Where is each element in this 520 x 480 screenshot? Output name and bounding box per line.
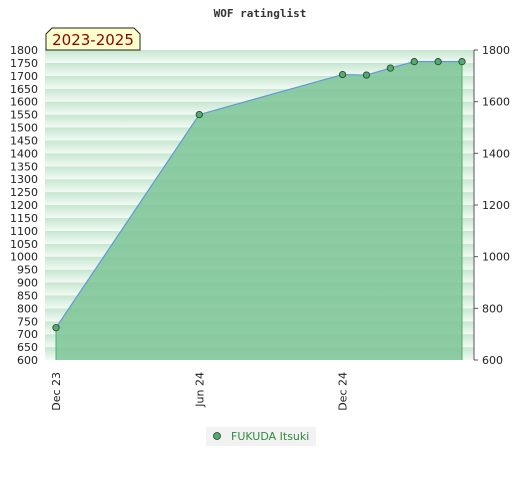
y-tick-label-left: 750 [17, 315, 38, 328]
y-tick-label-left: 1450 [10, 134, 38, 147]
y-tick-label-left: 1400 [10, 147, 38, 160]
y-tick-label-left: 1650 [10, 83, 38, 96]
y-tick-label-left: 1600 [10, 96, 38, 109]
x-tick-label: Jun 24 [193, 372, 206, 408]
period-badge: 2023-2025 [45, 27, 141, 51]
y-tick-label-left: 600 [17, 354, 38, 367]
x-tick-label: Dec 23 [50, 372, 63, 411]
y-tick-label-left: 1050 [10, 238, 38, 251]
series-area [56, 61, 462, 360]
legend-marker [213, 432, 221, 440]
data-point [362, 71, 371, 79]
data-point [386, 64, 394, 72]
y-tick-label-left: 1350 [10, 160, 38, 173]
y-tick-label-right: 1600 [482, 96, 510, 109]
period-badge-label: 2023-2025 [52, 31, 134, 49]
data-point [52, 324, 60, 332]
y-tick-label-right: 1400 [482, 147, 510, 160]
y-tick-label-left: 1750 [10, 57, 38, 70]
y-tick-label-left: 1550 [10, 109, 38, 122]
data-point [434, 58, 442, 66]
y-tick-label-left: 1000 [10, 251, 38, 264]
y-tick-label-left: 1700 [10, 70, 38, 83]
plot-band [45, 50, 474, 63]
y-tick-label-left: 1250 [10, 186, 38, 199]
chart-title: WOF ratinglist [214, 7, 307, 20]
y-tick-label-left: 850 [17, 289, 38, 302]
y-tick-label-left: 1150 [10, 212, 38, 225]
y-tick-label-right: 800 [482, 302, 503, 315]
y-tick-label-left: 1300 [10, 173, 38, 186]
y-tick-label-right: 1000 [482, 251, 510, 264]
data-point [410, 58, 418, 66]
legend-label: FUKUDA Itsuki [231, 430, 309, 443]
y-tick-label-left: 1100 [10, 225, 38, 238]
legend: FUKUDA Itsuki [206, 427, 316, 446]
y-tick-label-right: 1800 [482, 44, 510, 57]
y-tick-label-right: 1200 [482, 199, 510, 212]
y-tick-label-right: 600 [482, 354, 503, 367]
x-tick-label: Dec 24 [337, 372, 350, 411]
data-point [195, 110, 203, 119]
y-tick-label-left: 900 [17, 277, 38, 290]
y-tick-label-left: 800 [17, 302, 38, 315]
y-tick-label-left: 1500 [10, 122, 38, 135]
series-line [55, 61, 462, 329]
y-tick-label-left: 950 [17, 264, 38, 277]
y-tick-label-left: 700 [17, 328, 38, 341]
y-tick-label-left: 650 [17, 341, 38, 354]
y-tick-label-left: 1200 [10, 199, 38, 212]
y-tick-label-left: 1800 [10, 44, 38, 57]
data-point [338, 70, 347, 79]
data-point [458, 58, 466, 66]
